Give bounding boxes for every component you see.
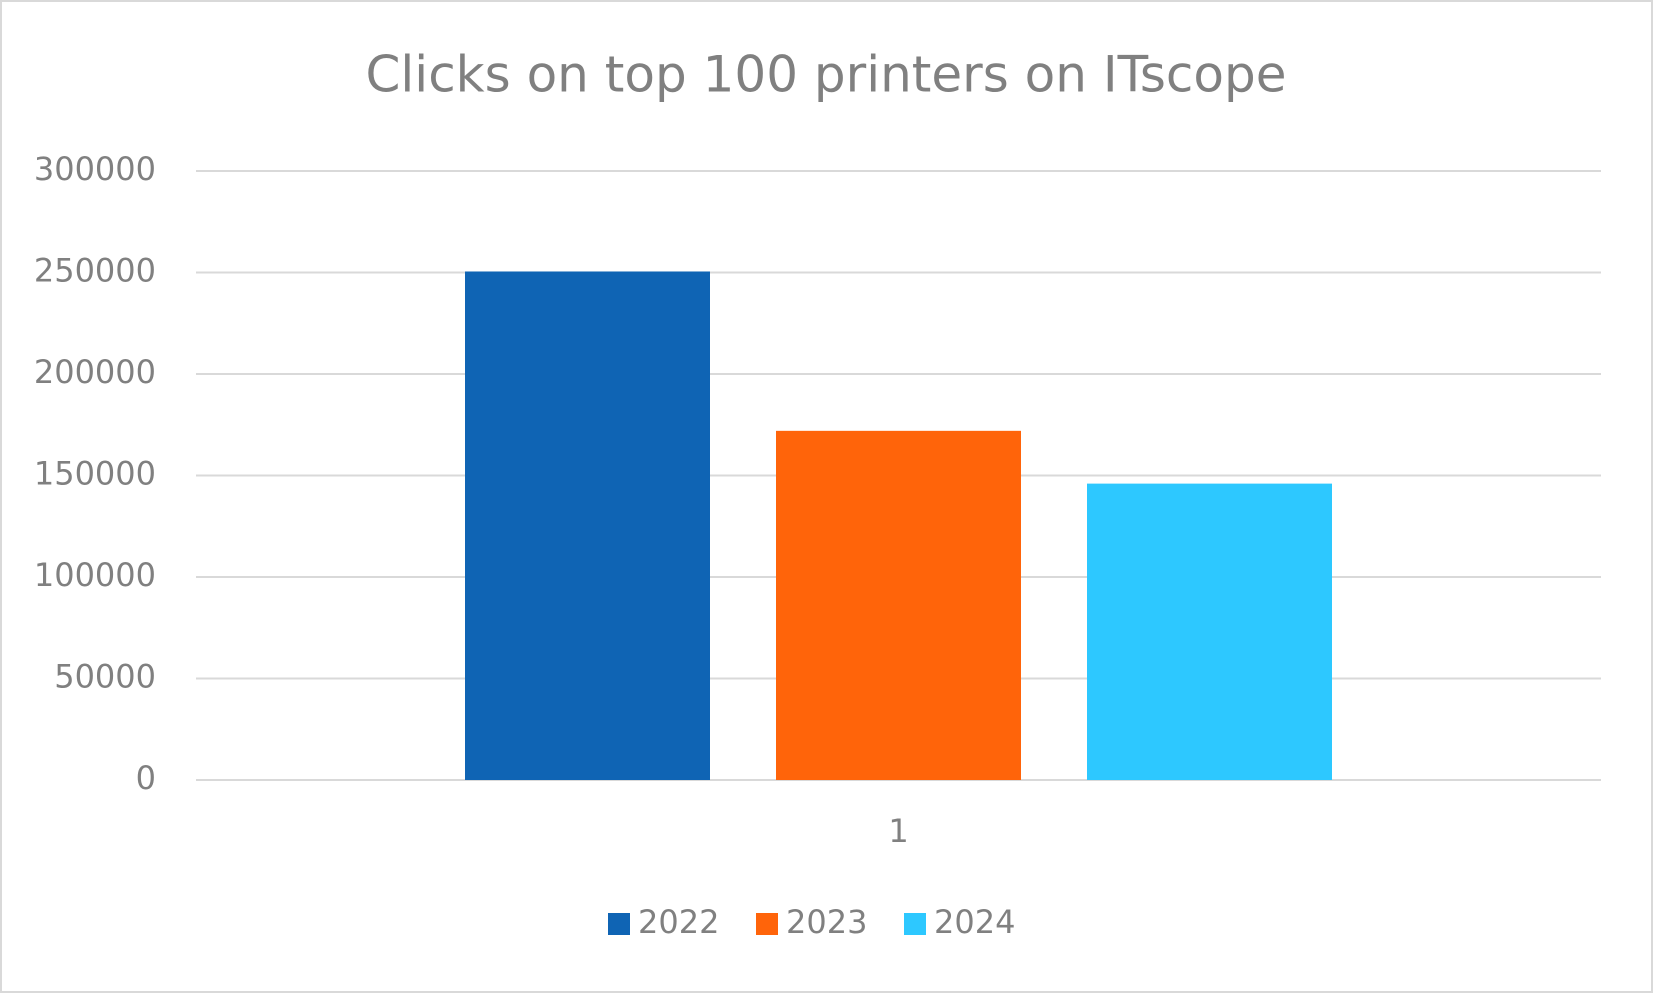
bar <box>465 271 710 780</box>
legend-label: 2024 <box>934 903 1015 941</box>
y-tick-label: 200000 <box>34 353 156 391</box>
legend-label: 2022 <box>638 903 719 941</box>
y-tick-label: 150000 <box>34 455 156 493</box>
y-tick-label: 0 <box>136 759 156 797</box>
legend-swatch <box>608 913 630 935</box>
legend-label: 2023 <box>786 903 867 941</box>
y-tick-label: 300000 <box>34 150 156 188</box>
legend-swatch <box>904 913 926 935</box>
chart-title: Clicks on top 100 printers on ITscope <box>366 46 1287 104</box>
legend-swatch <box>756 913 778 935</box>
bar <box>776 430 1021 780</box>
bar <box>1087 483 1332 780</box>
x-tick-label: 1 <box>888 812 908 850</box>
y-tick-label: 250000 <box>34 252 156 290</box>
y-tick-label: 100000 <box>34 556 156 594</box>
y-tick-label: 50000 <box>54 658 156 696</box>
